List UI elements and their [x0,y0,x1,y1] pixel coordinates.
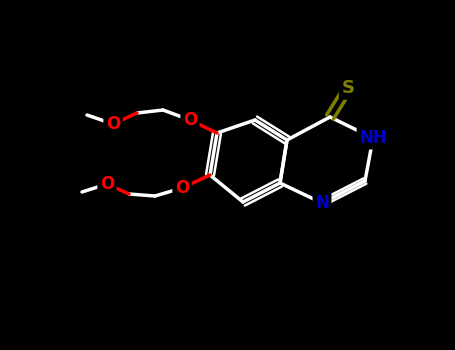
Text: O: O [183,111,197,129]
Text: O: O [106,115,120,133]
Text: S: S [342,79,354,97]
Text: O: O [175,179,189,197]
Text: O: O [100,175,114,193]
Text: NH: NH [359,129,387,147]
Text: N: N [315,194,329,212]
